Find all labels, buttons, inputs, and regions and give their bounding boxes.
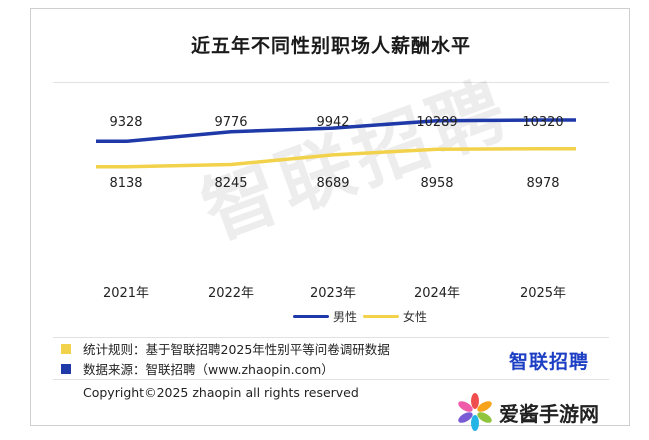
legend-female: 女性 <box>363 308 427 325</box>
note-rule-text: 统计规则：基于智联招聘2025年性别平等问卷调研数据 <box>83 342 390 357</box>
data-label-male-1: 9776 <box>214 115 247 130</box>
data-label-female-1: 8245 <box>214 176 247 191</box>
data-label-female-3: 8958 <box>420 176 453 191</box>
x-tick-label: 2025年 <box>520 286 566 301</box>
title-divider <box>53 82 609 83</box>
note-rule: 统计规则：基于智联招聘2025年性别平等问卷调研数据 <box>61 339 390 358</box>
x-tick-label: 2024年 <box>414 286 460 301</box>
site-name: 爱酱手游网 <box>499 401 599 426</box>
legend-male-label: 男性 <box>333 310 358 324</box>
legend-male: 男性 <box>293 308 357 325</box>
series-line-female <box>96 147 576 169</box>
data-label-male-3: 10289 <box>416 115 457 130</box>
data-label-female-4: 8978 <box>526 176 559 191</box>
chart-card: 近五年不同性别职场人薪酬水平 智联招聘 9328 9776 9942 10289 103… <box>30 8 630 426</box>
note-source-text: 数据来源：智联招聘（www.zhaopin.com） <box>83 362 334 377</box>
data-label-male-2: 9942 <box>316 115 349 130</box>
x-tick-label: 2022年 <box>208 286 254 301</box>
legend-male-swatch <box>293 315 329 318</box>
data-label-male-4: 10320 <box>522 115 563 130</box>
footer-divider <box>53 337 609 338</box>
note-source-swatch <box>61 363 71 374</box>
copyright-text: Copyright©2025 zhaopin all rights reserv… <box>83 385 359 400</box>
x-tick-label: 2021年 <box>103 286 149 301</box>
brand-logo: 智联招聘 <box>509 351 590 373</box>
data-label-female-0: 8138 <box>109 176 142 191</box>
x-tick-label: 2023年 <box>310 286 356 301</box>
legend-female-label: 女性 <box>403 310 428 324</box>
series-line-male <box>96 118 576 144</box>
data-label-male-0: 9328 <box>109 115 142 130</box>
data-label-female-2: 8689 <box>316 176 349 191</box>
legend-female-swatch <box>363 315 399 318</box>
chart-title: 近五年不同性别职场人薪酬水平 <box>190 35 471 57</box>
note-rule-swatch <box>61 343 71 354</box>
flower-icon <box>458 393 492 431</box>
note-source: 数据来源：智联招聘（www.zhaopin.com） <box>61 359 334 378</box>
line-chart: 9328 9776 9942 10289 10320 8138 8245 8689 8958 89… <box>96 115 576 301</box>
copyright-divider <box>53 379 609 380</box>
site-logo[interactable]: 爱酱手游网 <box>455 392 599 432</box>
